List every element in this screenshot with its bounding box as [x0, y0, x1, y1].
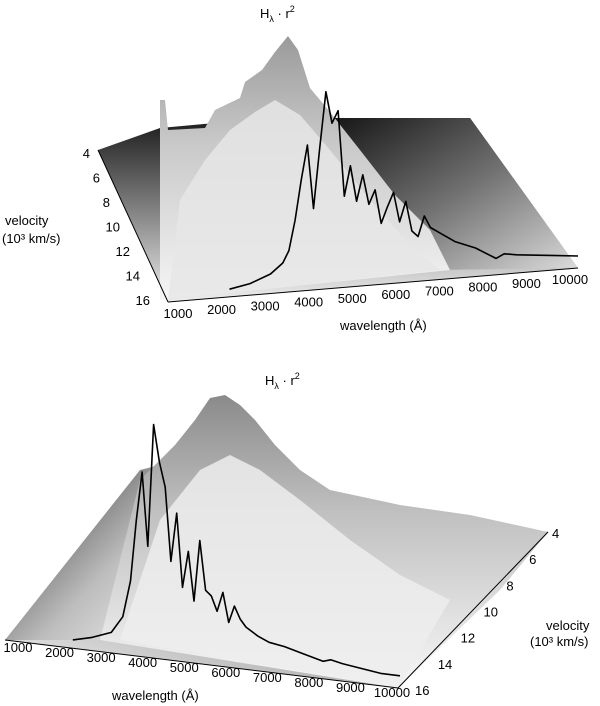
bottom-xtick-label: 8000: [294, 675, 323, 690]
top-chart-title: Hλ · r2: [260, 4, 295, 24]
top-ylabel-line1: velocity: [5, 213, 49, 228]
top-surface-right-slope: [330, 118, 578, 270]
bottom-chart: Hλ · r2 4 6 8 10 12 14 16 1000 2000 3000 4000 5000…: [4, 371, 590, 703]
bottom-ylabel-line1: velocity: [546, 618, 590, 633]
bottom-axis-right-edge: [397, 531, 549, 689]
top-surface-ridge-front: [168, 100, 440, 300]
bottom-ytick-label: 14: [438, 657, 452, 672]
bottom-ylabel-line2: (10³ km/s): [530, 634, 589, 649]
top-xtick-label: 7000: [425, 283, 454, 298]
bottom-xlabel: wavelength (Å): [111, 688, 199, 703]
top-ytick-label: 10: [106, 220, 120, 235]
top-spectrum-line: [229, 90, 579, 290]
bottom-ytick-label: 8: [506, 578, 513, 593]
top-ylabel-line2: (10³ km/s): [2, 231, 61, 246]
bottom-xtick-label: 5000: [170, 660, 199, 675]
bottom-xtick-label: 7000: [253, 670, 282, 685]
bottom-ytick-label: 10: [484, 605, 498, 620]
bottom-ytick-label: 4: [552, 526, 559, 541]
bottom-xtick-label: 2000: [45, 645, 74, 660]
bottom-xtick-label: 6000: [211, 665, 240, 680]
top-xtick-label: 6000: [381, 287, 410, 302]
top-chart: Hλ · r2 468 10 12 14 16 1000 2000 3000 4000 5000…: [2, 4, 588, 333]
bottom-xtick-label: 4000: [128, 655, 157, 670]
top-axis-bottom-edge: [167, 267, 579, 303]
bottom-chart-title: Hλ · r2: [265, 371, 300, 391]
top-ytick-label: 12: [116, 244, 130, 259]
bottom-ytick-label: 16: [415, 683, 429, 698]
top-velocity-ticks: 468 10 12 14 16: [83, 146, 150, 308]
top-ytick-label: 4: [83, 146, 90, 161]
top-xtick-label: 8000: [468, 280, 497, 295]
bottom-surface-ridge-front: [120, 455, 450, 688]
top-ytick-label: 6: [93, 171, 100, 186]
top-xtick-label: 10000: [552, 272, 588, 287]
bottom-velocity-ticks: 4 6 8 10 12 14 16: [415, 526, 559, 698]
bottom-wavelength-ticks: 1000 2000 3000 4000 5000 6000 7000 8000 9000 1000…: [4, 640, 411, 700]
top-xtick-label: 9000: [512, 276, 541, 291]
bottom-xtick-label: 3000: [87, 650, 116, 665]
top-xtick-label: 3000: [251, 298, 280, 313]
top-xlabel: wavelength (Å): [339, 318, 427, 333]
bottom-xtick-label: 10000: [374, 685, 410, 700]
bottom-axis-front-edge: [4, 639, 399, 689]
top-ytick-label: 16: [136, 293, 150, 308]
bottom-xtick-label: 9000: [336, 680, 365, 695]
top-wavelength-ticks: 1000 2000 3000 4000 5000 6000 7000 8000 9000 1000…: [164, 272, 589, 321]
bottom-spectrum-line: [72, 423, 401, 677]
top-xtick-label: 2000: [207, 302, 236, 317]
top-xtick-label: 1000: [164, 306, 193, 321]
top-ytick-label: 8: [103, 195, 110, 210]
top-xtick-label: 4000: [294, 295, 323, 310]
top-axis-left-edge: [97, 149, 169, 303]
bottom-ytick-label: 12: [461, 631, 475, 646]
top-xtick-label: 5000: [338, 291, 367, 306]
top-ytick-label: 14: [126, 269, 140, 284]
bottom-xtick-label: 1000: [4, 640, 33, 655]
bottom-ytick-label: 6: [529, 552, 536, 567]
